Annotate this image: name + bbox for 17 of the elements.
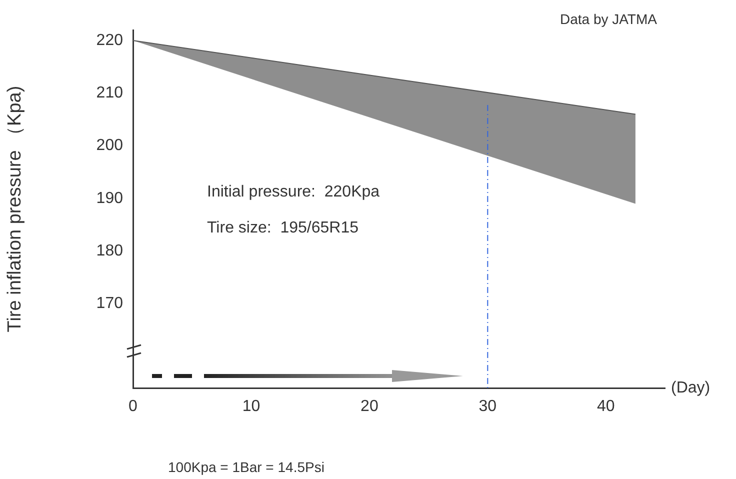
x-tick-label: 30	[478, 398, 497, 416]
x-tick-label: 10	[242, 398, 260, 416]
annotation: Initial pressure: 220Kpa	[207, 183, 380, 200]
text: 100Kpa = 1Bar = 14.5Psi	[168, 458, 324, 475]
x-tick-label: 20	[360, 398, 378, 416]
y-tick-label: 210	[96, 84, 124, 102]
annotation: Tire size: 195/65R15	[207, 219, 359, 236]
y-tick-label: 200	[96, 137, 124, 154]
y-tick-label: 220	[96, 32, 124, 49]
x-axis-title: (Day)	[671, 379, 710, 396]
y-tick-label: 170	[96, 295, 124, 312]
text: Data by JATMA	[560, 10, 658, 27]
y-tick-label: 190	[96, 190, 124, 207]
x-tick-label: 40	[596, 398, 615, 416]
y-tick-label: 180	[96, 242, 124, 260]
y-axis-title: Tire inflation pressure （Kpa)	[4, 86, 26, 332]
x-tick-label: 0	[128, 398, 138, 416]
